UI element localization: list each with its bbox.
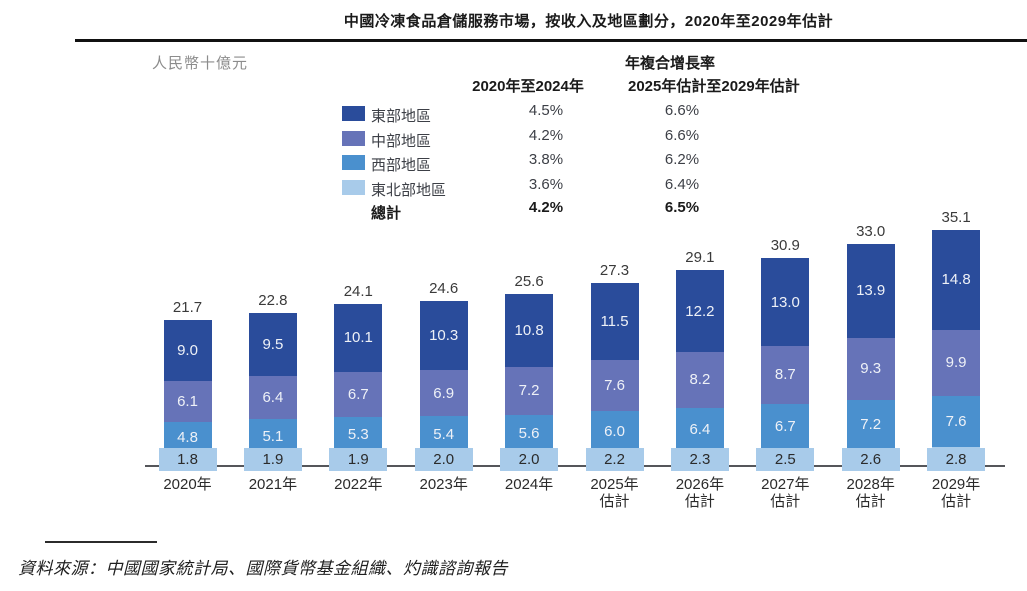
cagr-table-title: 年複合增長率: [624, 55, 715, 72]
segment-label-東北部地區: 1.9: [329, 448, 388, 471]
segment-西部地區: 5.4: [419, 416, 468, 453]
bar-2027年: 13.0 8.7 6.7: [761, 258, 810, 466]
x-axis-label: 2026年 估計: [675, 476, 725, 510]
segment-東部地區: 9.5: [248, 312, 297, 377]
cagr-value-col2: 6.6%: [664, 126, 700, 144]
bar-2020年: 9.0 6.1 4.8: [163, 320, 212, 466]
bar-total-label: 30.9: [770, 237, 800, 255]
cagr-value-col1: 3.8%: [528, 151, 564, 168]
cagr-col1-header: 2020年至2024年: [472, 78, 584, 95]
segment-中部地區: 9.3: [846, 337, 895, 401]
segment-中部地區: 6.9: [419, 369, 468, 417]
x-axis-label: 2027年 估計: [761, 476, 810, 510]
segment-中部地區: 9.9: [932, 329, 981, 397]
segment-西部地區: 6.7: [761, 404, 810, 450]
segment-東部地區: 10.1: [334, 304, 383, 372]
segment-label-東北部地區: 2.2: [585, 448, 644, 471]
legend-swatch-3-icon: [342, 155, 365, 170]
bar-2022年: 10.1 6.7 5.3: [334, 304, 383, 466]
segment-東部地區: 9.0: [163, 320, 212, 381]
legend-swatch-1-icon: [342, 106, 365, 121]
legend-swatch-2-icon: [342, 130, 365, 146]
bar-2028年: 13.9 9.3 7.2: [846, 244, 895, 466]
bar-total-label: 27.3: [599, 261, 630, 279]
cagr-value-col2: 6.6%: [664, 102, 700, 119]
bar-total-label: 24.1: [343, 283, 373, 301]
legend-label: 中部地區: [371, 132, 432, 150]
x-axis-label: 2023年: [419, 476, 468, 493]
cagr-value-col1: 4.2%: [528, 126, 564, 144]
segment-東部地區: 10.8: [505, 293, 554, 367]
segment-label-東北部地區: 1.9: [243, 448, 302, 471]
legend-swatch-4-icon: [342, 179, 365, 195]
segment-label-東北部地區: 2.0: [414, 448, 473, 471]
bar-total-label: 29.1: [685, 249, 715, 267]
chart-title: 中國冷凍食品倉儲服務市場，按收入及地區劃分，2020年至2029年估計: [343, 13, 834, 30]
cagr-col2-header: 2025年估計至2029年估計: [628, 78, 800, 95]
segment-中部地區: 7.2: [505, 366, 554, 415]
segment-西部地區: 5.3: [334, 416, 383, 453]
segment-西部地區: 5.6: [505, 414, 554, 453]
bar-2026年: 12.2 8.2 6.4: [675, 270, 724, 466]
bar-2024年: 10.8 7.2 5.6: [505, 293, 554, 466]
bar-2025年: 11.5 7.6 6.0: [590, 282, 639, 466]
segment-東部地區: 14.8: [932, 230, 981, 330]
segment-西部地區: 6.0: [590, 410, 639, 452]
cagr-value-col2: 6.2%: [664, 151, 700, 168]
x-axis-line: [145, 465, 1005, 467]
segment-label-東北部地區: 1.8: [158, 448, 217, 471]
segment-label-東北部地區: 2.0: [500, 448, 559, 471]
bar-total-label: 22.8: [258, 291, 288, 309]
segment-東部地區: 13.0: [761, 258, 810, 346]
segment-東部地區: 10.3: [419, 300, 468, 370]
x-axis-label: 2024年: [504, 476, 554, 493]
segment-label-東北部地區: 2.8: [927, 448, 986, 471]
segment-label-東北部地區: 2.3: [670, 448, 729, 471]
segment-label-東北部地區: 2.5: [756, 448, 815, 471]
cagr-value-col1: 3.6%: [528, 175, 564, 193]
x-axis-label: 2021年: [248, 476, 298, 493]
x-axis-label: 2020年: [163, 476, 212, 493]
segment-西部地區: 5.1: [248, 419, 297, 454]
bar-2021年: 9.5 6.4 5.1: [248, 312, 297, 466]
segment-中部地區: 6.4: [248, 376, 297, 420]
source-rule: [45, 541, 157, 543]
segment-中部地區: 7.6: [590, 359, 639, 411]
x-axis-label: 2029年 估計: [931, 476, 981, 510]
segment-西部地區: 6.4: [675, 407, 724, 451]
total-row-value: 6.5%: [664, 199, 700, 216]
segment-中部地區: 8.7: [761, 345, 810, 405]
bar-total-label: 25.6: [514, 272, 544, 290]
total-row-value: 4.2%: [528, 199, 564, 216]
bar-total-label: 33.0: [856, 223, 886, 241]
segment-中部地區: 6.7: [334, 371, 383, 417]
x-axis-label: 2022年: [334, 476, 383, 493]
segment-西部地區: 7.6: [932, 396, 981, 448]
bar-total-label: 24.6: [429, 279, 459, 297]
bar-2023年: 10.3 6.9 5.4: [419, 300, 468, 466]
cagr-value-col2: 6.4%: [664, 175, 700, 193]
title-rule: [75, 39, 1027, 42]
legend-label: 東部地區: [371, 108, 432, 125]
bar-2029年: 14.8 9.9 7.6: [932, 230, 981, 466]
source-note: 資料來源：中國國家統計局、國際貨幣基金組織、灼識諮詢報告: [18, 559, 508, 578]
segment-東部地區: 12.2: [675, 270, 724, 353]
cagr-value-col1: 4.5%: [528, 102, 564, 119]
legend-label: 西部地區: [371, 157, 432, 174]
segment-中部地區: 6.1: [163, 380, 212, 422]
segment-中部地區: 8.2: [675, 352, 724, 408]
segment-西部地區: 7.2: [846, 400, 895, 449]
bar-total-label: 21.7: [172, 299, 203, 317]
y-axis-unit-label: 人民幣十億元: [152, 55, 249, 72]
segment-label-東北部地區: 2.6: [841, 448, 900, 471]
segment-東部地區: 11.5: [590, 282, 639, 360]
bar-total-label: 35.1: [941, 209, 971, 227]
legend-label: 東北部地區: [371, 181, 447, 199]
total-row-label: 總計: [371, 205, 402, 222]
segment-東部地區: 13.9: [846, 244, 895, 338]
x-axis-label: 2028年 估計: [846, 476, 895, 510]
x-axis-label: 2025年 估計: [590, 476, 639, 510]
